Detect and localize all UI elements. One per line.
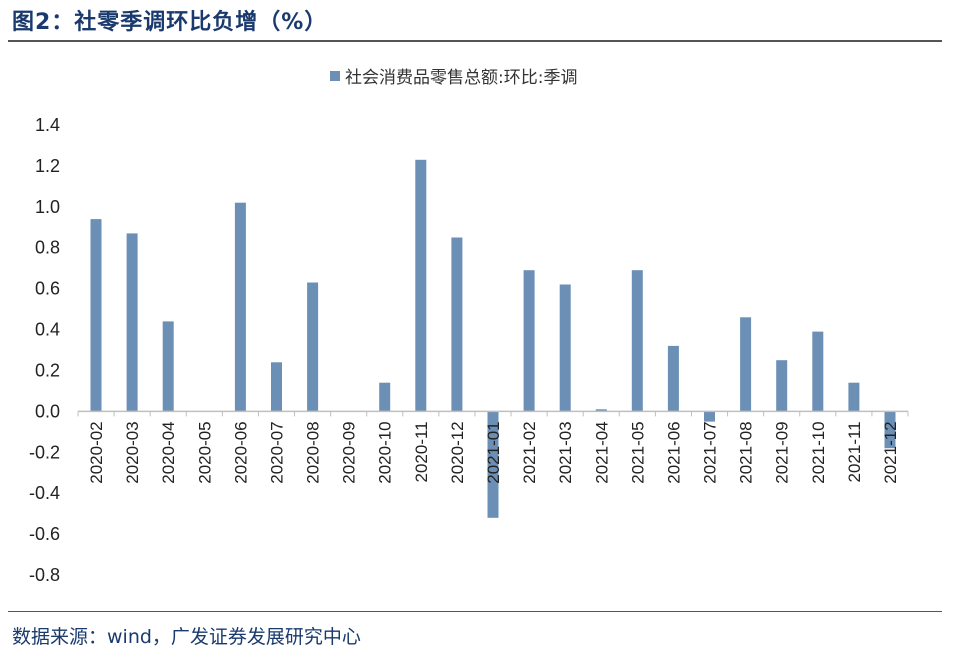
- bar-2020-04: [162, 321, 174, 412]
- x-tick-label: 2020-11: [412, 421, 431, 482]
- y-tick-label: 0.4: [35, 320, 60, 340]
- x-tick-label: 2021-12: [881, 421, 900, 483]
- x-tick-label: 2021-03: [556, 421, 575, 483]
- bar-2020-08: [307, 282, 319, 412]
- bar-2020-03: [126, 233, 138, 412]
- bar-2020-10: [379, 382, 391, 412]
- legend-label: 社会消费品零售总额:环比:季调: [345, 68, 577, 88]
- y-axis-ticks: 1.4 1.2 1.0 0.8 0.6 0.4 0.2 0.0 -0.2 -0.4 -0.6 -0.8: [29, 115, 60, 585]
- x-tick-label: 2020-12: [448, 421, 467, 483]
- bar-2021-10: [812, 331, 824, 412]
- x-tick-label: 2020-10: [376, 421, 395, 483]
- bars: [90, 159, 896, 518]
- bar-2021-08: [740, 317, 752, 412]
- x-tick-label: 2020-04: [159, 421, 178, 483]
- y-tick-label: -0.4: [29, 483, 60, 503]
- bar-2021-07: [704, 411, 715, 422]
- bar-2021-02: [523, 270, 535, 412]
- bar-2020-07: [271, 362, 282, 412]
- y-tick-label: 1.4: [35, 115, 60, 135]
- bar-2021-05: [631, 270, 643, 412]
- bar-2021-03: [559, 284, 571, 412]
- x-tick-label: 2021-02: [520, 421, 539, 483]
- bar-2020-02: [90, 219, 102, 412]
- y-tick-label: 1.2: [35, 156, 60, 176]
- y-tick-label: 1.0: [35, 197, 60, 217]
- x-tick-label: 2020-09: [340, 421, 359, 483]
- x-tick-label: 2021-04: [592, 421, 611, 483]
- x-tick-label: 2020-02: [87, 421, 106, 483]
- x-tick-label: 2021-11: [845, 421, 864, 482]
- x-tick-label: 2021-01: [484, 421, 503, 483]
- source-note: 数据来源：wind，广发证券发展研究中心: [12, 626, 361, 648]
- bar-2021-01: [487, 411, 499, 518]
- x-tick-label: 2020-03: [123, 421, 142, 483]
- y-tick-label: 0.2: [35, 360, 60, 380]
- y-tick-label: 0.0: [35, 401, 60, 421]
- figure-title: 图2：社零季调环比负增（%）: [12, 10, 328, 35]
- bar-2020-11: [415, 159, 427, 412]
- bar-2021-09: [776, 360, 788, 412]
- x-tick-label: 2021-10: [809, 421, 828, 483]
- y-tick-label: -0.2: [29, 442, 60, 462]
- x-tick-label: 2021-09: [773, 421, 792, 483]
- x-tick-label: 2021-07: [701, 421, 720, 483]
- legend: 社会消费品零售总额:环比:季调: [330, 68, 577, 88]
- bar-2021-06: [667, 345, 679, 412]
- x-tick-label: 2020-07: [268, 421, 287, 483]
- bar-2021-11: [848, 382, 860, 412]
- bar-2021-12: [884, 411, 896, 449]
- bar-2020-12: [451, 237, 463, 412]
- x-tick-label: 2020-06: [231, 421, 250, 483]
- x-tick-label: 2021-05: [628, 421, 647, 483]
- legend-swatch: [330, 71, 340, 81]
- y-tick-label: 0.6: [35, 279, 60, 299]
- bottom-rule: [8, 611, 942, 612]
- x-axis-ticks: 2020-02 2020-03 2020-04 2020-05 2020-06 2020-…: [77, 411, 909, 484]
- top-rule: [8, 40, 942, 42]
- x-tick-label: 2020-05: [195, 421, 214, 483]
- x-tick-label: 2021-08: [737, 421, 756, 483]
- x-tick-label: 2020-08: [304, 421, 323, 483]
- bar-2020-06: [234, 202, 246, 412]
- x-tick-label: 2021-06: [664, 421, 683, 483]
- bar-2021-04: [595, 409, 607, 412]
- y-tick-label: -0.6: [29, 524, 60, 544]
- y-tick-label: 0.8: [35, 238, 60, 258]
- y-tick-label: -0.8: [29, 565, 60, 585]
